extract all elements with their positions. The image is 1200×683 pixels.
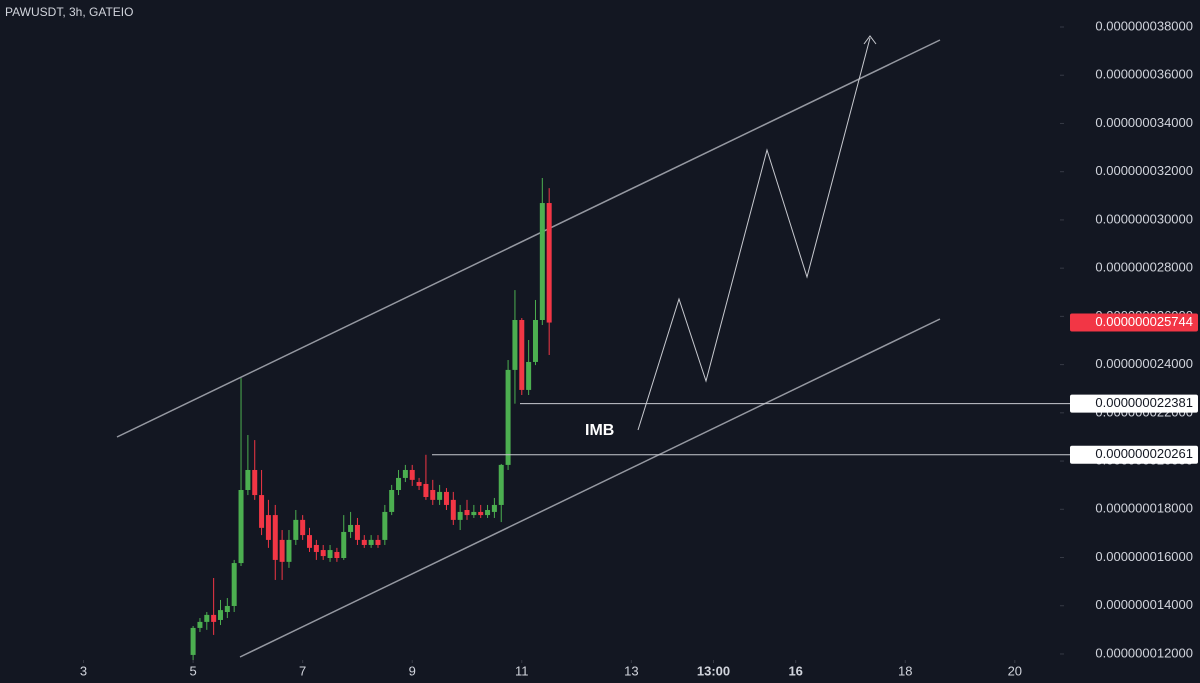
candle-body bbox=[334, 551, 340, 558]
candle-body bbox=[272, 515, 278, 560]
candle-body bbox=[231, 563, 237, 606]
x-tick-label: 7 bbox=[299, 663, 306, 678]
candle-body bbox=[512, 319, 518, 370]
y-tick-label: 0.000000014000 bbox=[1095, 597, 1193, 612]
candle-body bbox=[245, 469, 251, 490]
x-tick-label: 20 bbox=[1008, 663, 1022, 678]
x-tick-label: 16 bbox=[788, 663, 802, 678]
candle-body bbox=[409, 469, 415, 480]
candle-body bbox=[320, 550, 326, 557]
candle-body bbox=[491, 504, 497, 512]
candle-body bbox=[204, 614, 210, 622]
candle-body bbox=[464, 510, 470, 516]
candle-body bbox=[539, 203, 545, 320]
candle-body bbox=[498, 464, 504, 505]
x-tick-label: 9 bbox=[409, 663, 416, 678]
y-tick-label: 0.000000030000 bbox=[1095, 211, 1193, 226]
y-tick-label: 0.000000038000 bbox=[1095, 18, 1193, 33]
projection-arrowhead bbox=[863, 35, 877, 45]
x-tick-label: 3 bbox=[80, 663, 87, 678]
candle-body bbox=[471, 511, 477, 516]
y-tick-label: 0.000000012000 bbox=[1095, 645, 1193, 660]
projection-path bbox=[637, 37, 871, 431]
x-tick-label: 13 bbox=[624, 663, 638, 678]
x-tick-label: 5 bbox=[189, 663, 196, 678]
candle-body bbox=[341, 531, 347, 558]
y-tick-label: 0.000000036000 bbox=[1095, 67, 1193, 82]
candle-body bbox=[416, 482, 422, 486]
candle-body bbox=[259, 495, 265, 528]
candle-body bbox=[348, 524, 354, 532]
candle-body bbox=[265, 515, 271, 540]
candle-body bbox=[286, 539, 292, 562]
channel-lower bbox=[239, 318, 941, 658]
candle-body bbox=[224, 605, 230, 613]
x-tick-label: 18 bbox=[898, 663, 912, 678]
y-tick-label: 0.000000016000 bbox=[1095, 549, 1193, 564]
candle-body bbox=[423, 483, 429, 497]
x-tick-label: 13:00 bbox=[697, 663, 730, 678]
candle-body bbox=[307, 535, 313, 548]
candle-body bbox=[443, 491, 449, 505]
candle-body bbox=[211, 614, 217, 622]
last-price-bg bbox=[1070, 313, 1198, 332]
candle-body bbox=[430, 489, 436, 500]
candle-body bbox=[313, 544, 319, 552]
level-label-bg bbox=[1070, 445, 1198, 464]
candle-body bbox=[293, 519, 299, 540]
candle-body bbox=[396, 477, 402, 490]
candle-body bbox=[485, 510, 491, 516]
candle-body bbox=[238, 489, 244, 564]
candle-body bbox=[368, 539, 374, 545]
candle-body bbox=[354, 524, 360, 540]
candle-body bbox=[519, 319, 525, 390]
candle-body bbox=[375, 539, 381, 545]
candle-body bbox=[437, 491, 443, 500]
candle-body bbox=[450, 499, 456, 520]
candle-body bbox=[190, 627, 196, 655]
candle-body bbox=[252, 469, 258, 496]
y-tick-label: 0.000000018000 bbox=[1095, 501, 1193, 516]
level-label: 0.000000020261 bbox=[1095, 446, 1193, 461]
candle-body bbox=[505, 369, 511, 465]
candle-body bbox=[389, 489, 395, 512]
candle-body bbox=[546, 203, 552, 323]
candle-body bbox=[217, 610, 223, 620]
candle-body bbox=[197, 621, 203, 628]
y-tick-label: 0.000000028000 bbox=[1095, 260, 1193, 275]
chart-title: PAWUSDT, 3h, GATEIO bbox=[5, 5, 133, 19]
level-label-bg bbox=[1070, 394, 1198, 413]
candle-body bbox=[327, 550, 333, 558]
y-tick-label: 0.000000032000 bbox=[1095, 163, 1193, 178]
y-tick-label: 0.000000024000 bbox=[1095, 356, 1193, 371]
last-price-label: 0.000000025744 bbox=[1095, 314, 1193, 329]
candle-body bbox=[300, 519, 306, 536]
candle-body bbox=[279, 539, 285, 562]
x-tick-label: 11 bbox=[515, 663, 529, 678]
y-tick-label: 0.000000034000 bbox=[1095, 115, 1193, 130]
candle-body bbox=[478, 511, 484, 516]
candle-body bbox=[532, 319, 538, 362]
annotation: IMB bbox=[585, 422, 614, 439]
candle-body bbox=[382, 511, 388, 540]
candle-body bbox=[457, 511, 463, 520]
candle-body bbox=[526, 361, 532, 390]
candle-body bbox=[361, 539, 367, 545]
channel-upper bbox=[116, 39, 941, 438]
candle-body bbox=[402, 469, 408, 478]
level-label: 0.000000022381 bbox=[1095, 395, 1193, 410]
